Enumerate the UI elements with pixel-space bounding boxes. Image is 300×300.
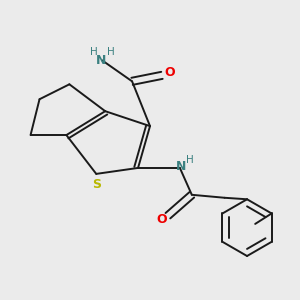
Text: H: H bbox=[185, 154, 193, 165]
Text: O: O bbox=[164, 67, 175, 80]
Text: N: N bbox=[95, 54, 106, 67]
Text: O: O bbox=[156, 213, 167, 226]
Text: N: N bbox=[176, 160, 187, 173]
Text: S: S bbox=[92, 178, 101, 191]
Text: H: H bbox=[90, 47, 98, 57]
Text: H: H bbox=[107, 47, 115, 57]
